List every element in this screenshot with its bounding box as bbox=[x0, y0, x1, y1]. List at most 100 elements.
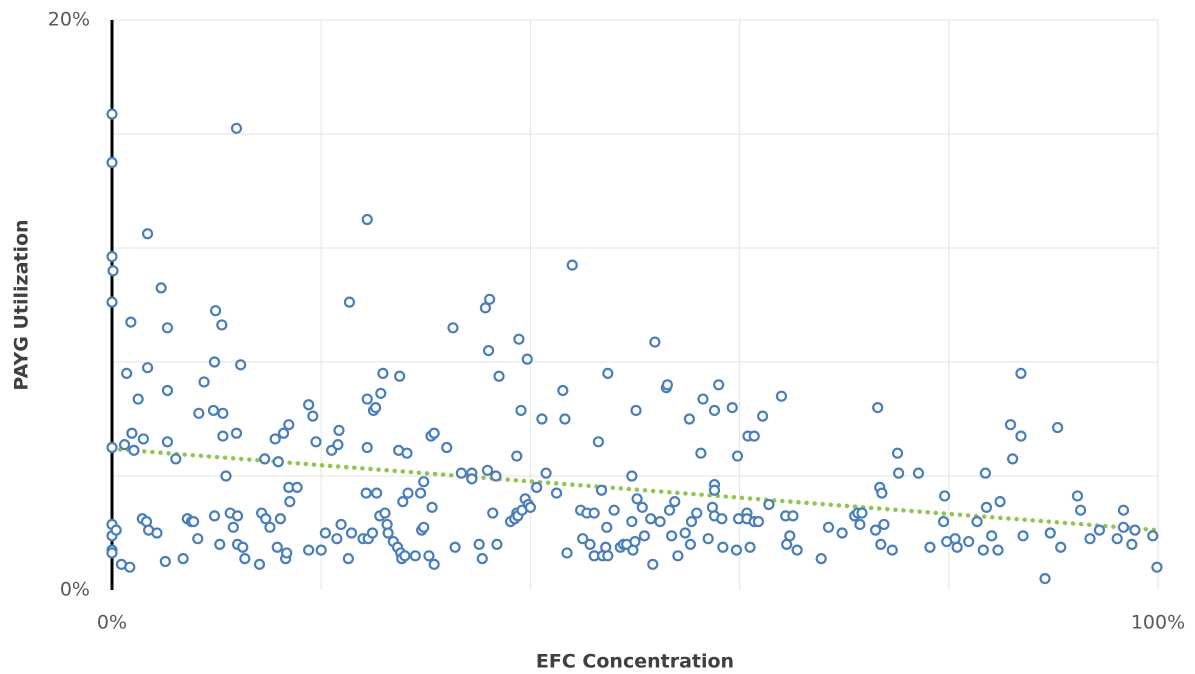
point bbox=[691, 507, 703, 519]
point bbox=[382, 527, 394, 539]
point bbox=[595, 484, 608, 496]
point bbox=[371, 487, 383, 499]
point bbox=[1071, 490, 1084, 502]
point bbox=[584, 538, 596, 551]
point bbox=[490, 470, 502, 482]
point bbox=[418, 521, 430, 533]
y-tick-label: 0% bbox=[60, 579, 90, 601]
point bbox=[784, 530, 796, 542]
point bbox=[937, 515, 950, 528]
point bbox=[683, 413, 695, 425]
point bbox=[854, 518, 866, 531]
point bbox=[822, 521, 835, 533]
point bbox=[332, 439, 344, 451]
point bbox=[1015, 430, 1027, 442]
point bbox=[511, 450, 523, 462]
point bbox=[220, 470, 232, 482]
point bbox=[684, 538, 697, 551]
point bbox=[214, 538, 226, 551]
point bbox=[561, 547, 573, 559]
point bbox=[697, 393, 709, 405]
point bbox=[476, 553, 488, 565]
point bbox=[230, 122, 243, 134]
point bbox=[106, 441, 118, 454]
point bbox=[1126, 538, 1138, 551]
point bbox=[487, 507, 499, 519]
x-tick-label: 100% bbox=[1131, 612, 1185, 634]
point bbox=[638, 530, 651, 542]
point bbox=[106, 547, 118, 559]
point bbox=[557, 384, 569, 397]
point bbox=[106, 108, 118, 120]
point bbox=[343, 296, 356, 308]
point bbox=[141, 362, 154, 374]
point bbox=[601, 521, 613, 533]
point bbox=[361, 213, 373, 226]
point bbox=[748, 430, 760, 442]
point bbox=[177, 553, 189, 565]
point bbox=[731, 450, 744, 462]
point bbox=[107, 265, 119, 277]
point bbox=[791, 544, 803, 556]
point bbox=[447, 322, 459, 334]
point bbox=[137, 433, 149, 445]
point bbox=[977, 544, 989, 556]
point bbox=[124, 561, 136, 573]
point bbox=[216, 319, 228, 331]
point bbox=[227, 521, 239, 533]
point bbox=[269, 433, 281, 445]
point bbox=[716, 513, 728, 525]
point bbox=[481, 464, 494, 476]
point bbox=[106, 156, 118, 169]
point bbox=[121, 367, 133, 379]
point bbox=[426, 501, 438, 513]
point bbox=[1151, 561, 1163, 573]
point bbox=[1044, 527, 1056, 539]
point bbox=[217, 407, 229, 419]
point bbox=[717, 541, 729, 553]
point bbox=[208, 356, 221, 368]
y-tick-label: 20% bbox=[48, 9, 90, 31]
point bbox=[513, 333, 525, 345]
point bbox=[217, 430, 229, 442]
trendline bbox=[109, 446, 1161, 533]
point bbox=[310, 436, 322, 448]
point bbox=[291, 481, 303, 493]
point bbox=[669, 496, 681, 508]
point bbox=[602, 550, 614, 562]
point bbox=[1017, 530, 1029, 542]
point bbox=[1147, 530, 1159, 542]
point bbox=[418, 476, 430, 488]
point bbox=[414, 487, 427, 499]
point bbox=[155, 282, 167, 294]
point bbox=[198, 376, 210, 388]
point bbox=[235, 359, 247, 371]
point bbox=[449, 541, 461, 553]
point bbox=[626, 470, 638, 482]
point bbox=[106, 296, 118, 308]
point bbox=[515, 404, 527, 417]
point bbox=[331, 533, 343, 545]
point bbox=[126, 427, 138, 439]
point bbox=[479, 302, 492, 314]
point bbox=[345, 527, 358, 539]
point bbox=[1015, 367, 1027, 379]
point bbox=[636, 501, 648, 513]
point bbox=[647, 558, 659, 570]
point bbox=[118, 439, 131, 451]
point bbox=[284, 496, 296, 508]
point bbox=[939, 490, 951, 502]
point bbox=[303, 399, 315, 411]
point bbox=[361, 441, 373, 454]
point bbox=[315, 544, 327, 556]
point bbox=[271, 541, 283, 553]
point bbox=[151, 527, 163, 539]
point bbox=[992, 544, 1004, 556]
point bbox=[366, 527, 379, 539]
point bbox=[482, 345, 495, 357]
point bbox=[161, 436, 174, 448]
point bbox=[663, 504, 676, 516]
point bbox=[550, 487, 563, 499]
